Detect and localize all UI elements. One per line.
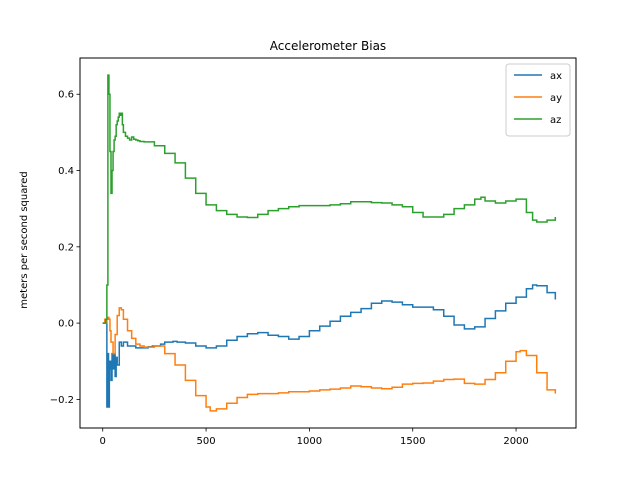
y-tick-label: −0.2 [50, 395, 74, 406]
x-tick-label: 1500 [400, 436, 425, 447]
plot-area [79, 57, 577, 429]
x-tick-label: 1000 [297, 436, 322, 447]
x-axis-ticks: 0 500 1000 1500 2000 [100, 428, 529, 447]
legend: ax ay az [505, 63, 571, 137]
x-tick-label: 0 [100, 436, 106, 447]
y-tick-label: 0.4 [58, 166, 74, 177]
legend-box [505, 63, 571, 137]
y-tick-label: 0.0 [58, 319, 74, 330]
series-line-ay [102, 307, 557, 412]
y-tick-label: 0.2 [58, 242, 74, 253]
series-line-az [102, 74, 557, 324]
y-axis-label: meters per second squared [19, 171, 30, 309]
series-layer [102, 74, 557, 412]
legend-label-ax: ax [550, 71, 562, 82]
x-tick-label: 2000 [503, 436, 528, 447]
y-axis-ticks: −0.2 0.0 0.2 0.4 0.6 [50, 90, 80, 406]
x-tick-label: 500 [197, 436, 216, 447]
legend-label-az: az [550, 115, 561, 126]
legend-label-ay: ay [550, 93, 562, 104]
chart-title: Accelerometer Bias [270, 39, 386, 53]
plot-frame [79, 57, 577, 429]
series-line-ax [102, 284, 557, 408]
y-tick-label: 0.6 [58, 90, 74, 101]
